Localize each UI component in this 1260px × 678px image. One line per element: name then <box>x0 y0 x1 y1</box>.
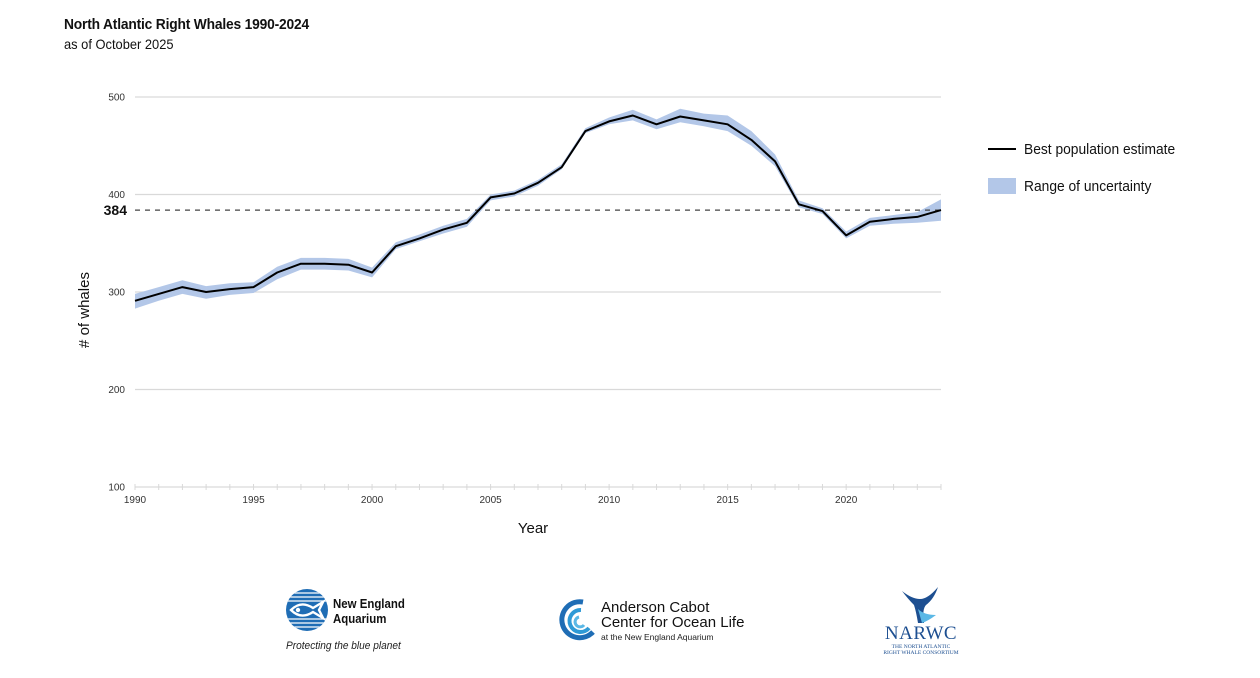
narwc-logo: NARWC THE NORTH ATLANTIC RIGHT WHALE CON… <box>878 585 964 656</box>
new-england-aquarium-logo: New England Aquarium Protecting the blue… <box>285 588 405 652</box>
x-tick-label-2015: 2015 <box>717 495 740 506</box>
fish-icon <box>286 589 328 631</box>
y-tick-label-500: 500 <box>108 93 125 104</box>
legend: Best population estimate Range of uncert… <box>988 140 1188 214</box>
x-tick-label-2020: 2020 <box>835 495 858 506</box>
nea-name-line2: Aquarium <box>333 611 387 626</box>
narwc-name: NARWC <box>884 623 958 644</box>
y-axis-title: # of whales <box>76 272 93 348</box>
wave-icon <box>559 599 595 641</box>
nea-name: New England Aquarium <box>333 596 405 626</box>
best-estimate-line <box>134 114 942 302</box>
legend-item-estimate: Best population estimate <box>988 140 1188 158</box>
legend-label: Best population estimate <box>1024 140 1176 158</box>
chart-title: North Atlantic Right Whales 1990-2024 <box>64 16 309 33</box>
x-axis-title: Year <box>518 520 548 537</box>
reference-label: 384 <box>104 202 128 218</box>
uncertainty-band <box>135 108 941 309</box>
acc-line1: Anderson Cabot <box>601 599 710 616</box>
x-tick-label-2010: 2010 <box>598 495 621 506</box>
y-tick-label-400: 400 <box>108 190 125 201</box>
y-tick-label-200: 200 <box>108 385 125 396</box>
nea-tagline: Protecting the blue planet <box>286 640 401 652</box>
chart-canvas: 384 100 200 300 400 500 1990 1995 2000 2005 2010 2… <box>76 93 942 537</box>
whale-tail-icon <box>902 587 938 623</box>
acc-sub: at the New England Aquarium <box>601 632 714 642</box>
acc-line2: Center for Ocean Life <box>601 614 745 631</box>
narwc-sub-line1: THE NORTH ATLANTIC <box>891 644 951 650</box>
chart-subtitle: as of October 2025 <box>64 36 174 52</box>
y-tick-label-300: 300 <box>108 288 125 299</box>
nea-name-line1: New England <box>333 596 405 611</box>
x-tick-label-1995: 1995 <box>242 495 265 506</box>
y-tick-label-100: 100 <box>108 483 125 494</box>
narwc-subtitle: THE NORTH ATLANTIC RIGHT WHALE CONSORTIU… <box>878 644 964 656</box>
x-tick-label-2000: 2000 <box>361 495 384 506</box>
grid <box>135 96 941 488</box>
x-tick-label-1990: 1990 <box>124 495 147 506</box>
line-swatch-icon <box>988 148 1016 150</box>
x-axis-ticks <box>134 484 942 490</box>
x-tick-label-2005: 2005 <box>479 495 502 506</box>
legend-label: Range of uncertainty <box>1024 177 1152 195</box>
band-swatch-icon <box>988 178 1016 194</box>
acc-name: Anderson Cabot Center for Ocean Life <box>601 600 744 630</box>
axis-labels: 100 200 300 400 500 1990 1995 2000 2005 2010 2015 2… <box>108 93 857 507</box>
anderson-cabot-logo: Anderson Cabot Center for Ocean Life at … <box>553 598 744 647</box>
legend-item-uncertainty: Range of uncertainty <box>988 177 1188 195</box>
narwc-sub-line2: RIGHT WHALE CONSORTIUM <box>883 650 959 656</box>
